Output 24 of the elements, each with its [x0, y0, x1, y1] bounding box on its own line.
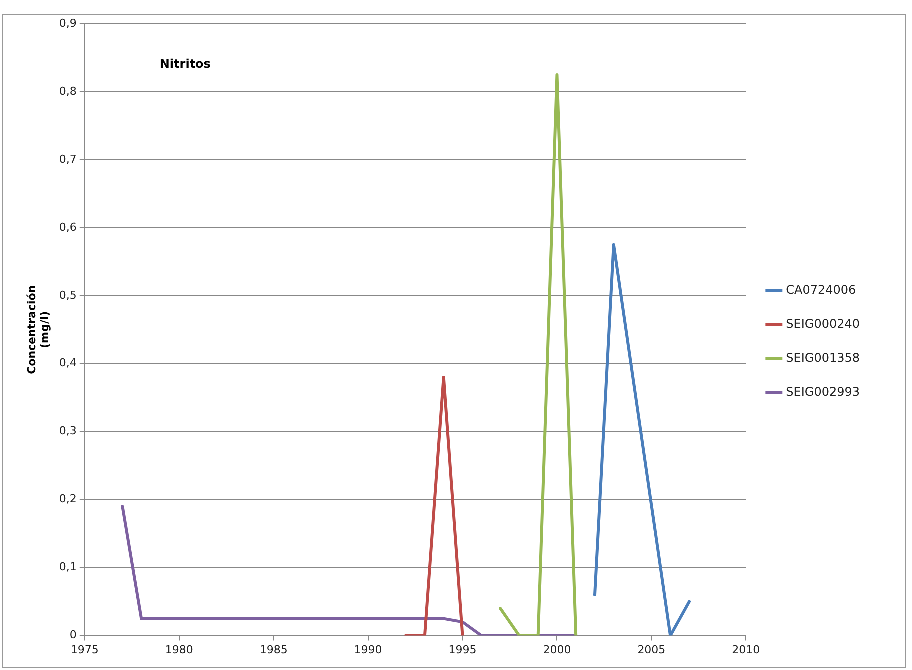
y-tick-label: 0,6	[59, 220, 77, 234]
x-tick-label: 1990	[354, 643, 382, 656]
x-tick-label: 2005	[638, 643, 666, 656]
y-tick-label: 0,2	[59, 492, 77, 506]
legend-label: CA0724006	[786, 283, 856, 298]
x-tick-label: 1995	[448, 643, 477, 656]
y-tick-label: 0,3	[59, 424, 77, 438]
y-tick-label: 0,4	[59, 356, 77, 370]
y-tick-label: 0,8	[59, 84, 77, 98]
x-tick-label: 2010	[732, 643, 760, 656]
y-tick-label: 0,9	[59, 16, 77, 30]
legend-label: SEIG001358	[786, 351, 860, 366]
y-tick-label: 0	[70, 628, 77, 642]
y-tick-label: 0,7	[59, 152, 77, 166]
y-tick-label: 0,5	[59, 288, 77, 302]
x-tick-label: 2000	[543, 643, 572, 656]
y-tick-label: 0,1	[59, 560, 77, 574]
x-tick-label: 1985	[260, 643, 288, 656]
text: Nitritos	[160, 57, 211, 72]
legend-label: SEIG002993	[786, 385, 860, 400]
x-tick-label: 1980	[165, 643, 194, 656]
x-tick-label: 1975	[70, 643, 99, 656]
legend-label: SEIG000240	[786, 317, 860, 332]
y-axis-title: Concentración (mg/l)	[25, 285, 52, 374]
